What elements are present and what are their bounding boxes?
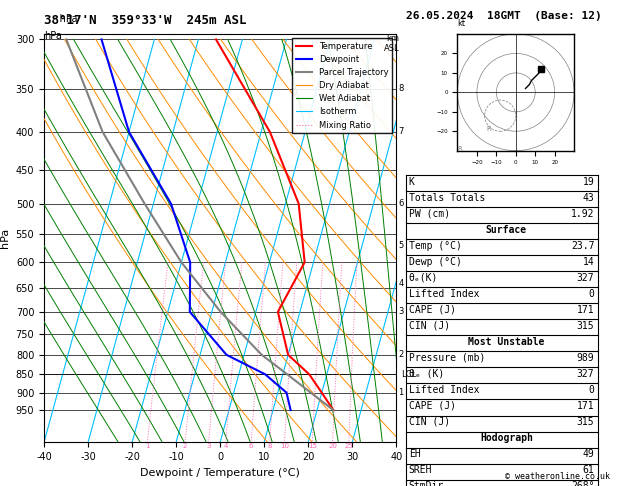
Text: 0: 0 [589,385,594,395]
Text: 171: 171 [577,401,594,411]
Text: 268°: 268° [571,481,594,486]
Legend: Temperature, Dewpoint, Parcel Trajectory, Dry Adiabat, Wet Adiabat, Isotherm, Mi: Temperature, Dewpoint, Parcel Trajectory… [292,38,392,133]
Text: km
ASL: km ASL [384,34,399,53]
Text: K: K [409,177,415,187]
Text: 1: 1 [145,443,150,450]
Text: R: R [457,146,462,152]
Text: CIN (J): CIN (J) [409,417,450,427]
Text: SREH: SREH [409,465,432,475]
Text: 315: 315 [577,417,594,427]
Text: 38°17'N  359°33'W  245m ASL: 38°17'N 359°33'W 245m ASL [44,14,247,27]
Text: 3: 3 [206,443,211,450]
Text: 315: 315 [577,321,594,331]
Text: Pressure (mb): Pressure (mb) [409,353,485,363]
Text: 23.7: 23.7 [571,241,594,251]
Text: PW (cm): PW (cm) [409,209,450,219]
Text: Surface: Surface [486,225,527,235]
X-axis label: Dewpoint / Temperature (°C): Dewpoint / Temperature (°C) [140,468,300,478]
Text: CAPE (J): CAPE (J) [409,305,456,315]
Text: 8: 8 [399,85,404,93]
Text: 4: 4 [224,443,228,450]
Text: 171: 171 [577,305,594,315]
Text: hPa: hPa [44,31,62,41]
Text: Most Unstable: Most Unstable [468,337,545,347]
Text: Lifted Index: Lifted Index [409,385,479,395]
Text: 61: 61 [582,465,594,475]
Text: 3: 3 [399,307,404,316]
Text: 6: 6 [249,443,253,450]
Text: 0: 0 [589,289,594,299]
Text: 19: 19 [582,177,594,187]
Text: StmDir: StmDir [409,481,444,486]
Text: LCL: LCL [401,370,416,379]
Text: 7: 7 [399,127,404,137]
Text: 43: 43 [582,193,594,203]
Text: 4: 4 [399,278,404,288]
Y-axis label: hPa: hPa [0,228,10,248]
Text: 989: 989 [577,353,594,363]
Text: kt: kt [457,18,465,28]
Text: Dewp (°C): Dewp (°C) [409,257,462,267]
Text: θₑ(K): θₑ(K) [409,273,438,283]
Text: 1.92: 1.92 [571,209,594,219]
Text: 10: 10 [280,443,289,450]
Text: 327: 327 [577,369,594,379]
Text: θₑ (K): θₑ (K) [409,369,444,379]
Text: CAPE (J): CAPE (J) [409,401,456,411]
Text: 1: 1 [399,388,404,397]
Text: Temp (°C): Temp (°C) [409,241,462,251]
Text: hPa: hPa [44,14,77,24]
Text: 26.05.2024  18GMT  (Base: 12): 26.05.2024 18GMT (Base: 12) [406,12,601,21]
Text: Totals Totals: Totals Totals [409,193,485,203]
Text: 14: 14 [582,257,594,267]
Text: © weatheronline.co.uk: © weatheronline.co.uk [505,472,610,481]
Text: 2: 2 [183,443,187,450]
Text: 6: 6 [399,199,404,208]
Text: 49: 49 [582,449,594,459]
Text: 20: 20 [328,443,337,450]
Text: R: R [487,126,491,132]
Text: Hodograph: Hodograph [480,433,533,443]
Text: CIN (J): CIN (J) [409,321,450,331]
Text: Lifted Index: Lifted Index [409,289,479,299]
Text: 327: 327 [577,273,594,283]
Text: 8: 8 [267,443,272,450]
Text: 25: 25 [345,443,353,450]
Text: EH: EH [409,449,421,459]
Text: 5: 5 [399,242,404,250]
Text: 2: 2 [399,350,404,359]
Text: 15: 15 [308,443,316,450]
